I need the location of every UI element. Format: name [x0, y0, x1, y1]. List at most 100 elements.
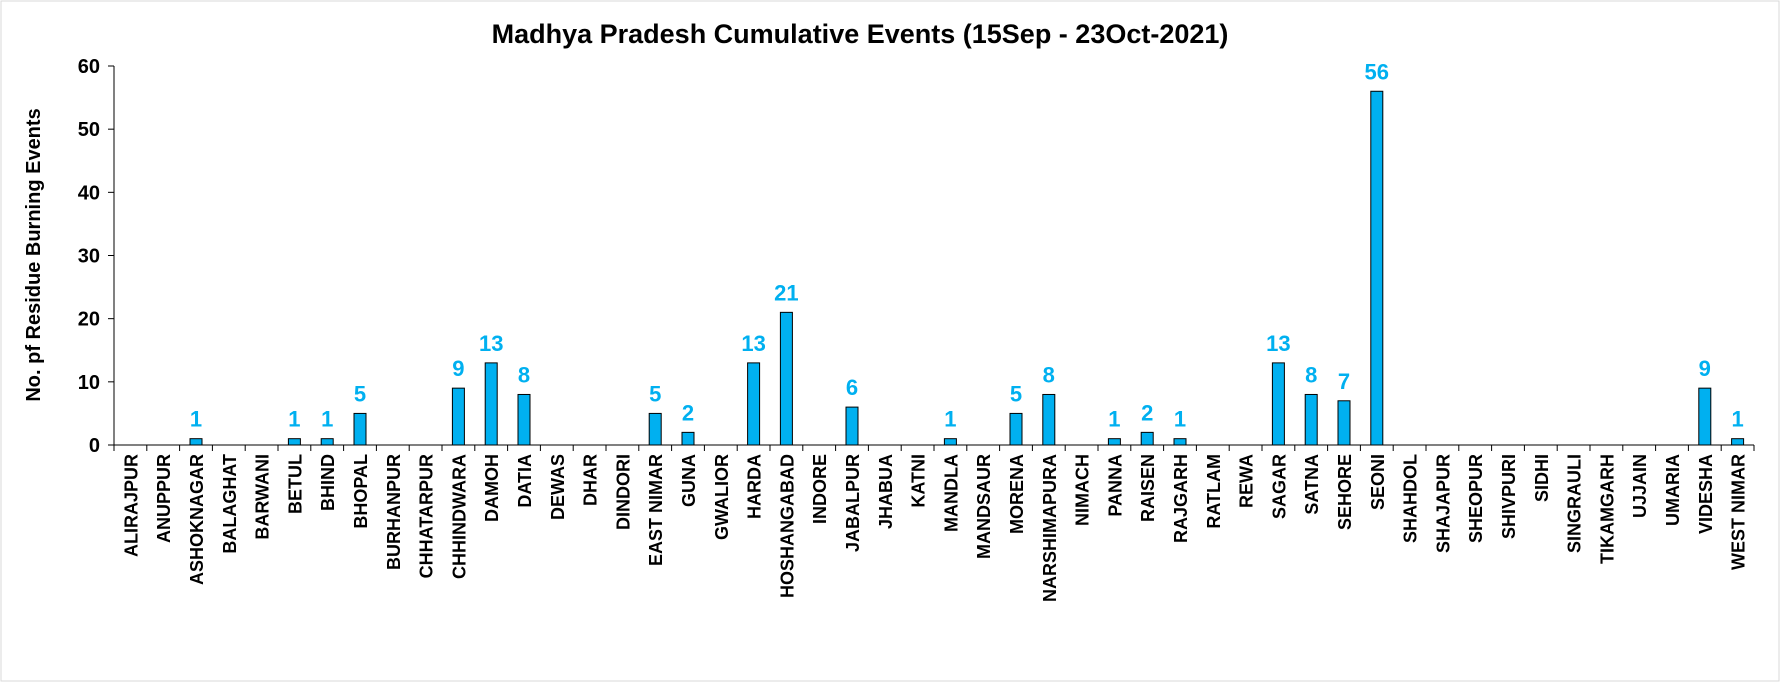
y-tick-label: 40 — [78, 182, 100, 204]
bar — [1698, 387, 1712, 446]
y-tick-label: 10 — [78, 372, 100, 394]
x-tick-label: UMARIA — [1663, 454, 1683, 526]
y-axis-label: No. pf Residue Burning Events — [23, 108, 45, 401]
x-tick-label: WEST NIMAR — [1729, 454, 1749, 570]
x-tick-label: EAST NIMAR — [646, 454, 666, 566]
x-tick-label: DINDORI — [613, 454, 633, 530]
bar — [943, 438, 957, 446]
x-tick-label: SHAJAPUR — [1433, 454, 1453, 553]
bar — [1173, 438, 1187, 446]
x-tick-label: DAMOH — [482, 454, 502, 522]
x-tick-label: HOSHANGABAD — [777, 454, 797, 598]
data-label: 7 — [1338, 369, 1350, 394]
bar — [1042, 393, 1056, 446]
bar — [779, 311, 793, 446]
data-label: 1 — [944, 407, 956, 432]
data-label: 9 — [1699, 356, 1711, 381]
x-tick-label: MORENA — [1007, 454, 1027, 534]
x-tick-label: GWALIOR — [712, 454, 732, 540]
data-label: 1 — [1174, 407, 1186, 432]
x-tick-label: BHOPAL — [351, 454, 371, 529]
x-tick-label: PANNA — [1105, 454, 1125, 517]
x-tick-label: BARWANI — [253, 454, 273, 540]
data-label: 1 — [288, 407, 300, 432]
x-tick-label: RAISEN — [1138, 454, 1158, 522]
x-tick-label: SHAHDOL — [1401, 454, 1421, 543]
bar — [320, 438, 334, 446]
data-label: 13 — [1266, 331, 1290, 356]
data-label: 8 — [518, 362, 530, 387]
x-tick-label: TIKAMGARH — [1597, 454, 1617, 564]
data-label: 1 — [190, 407, 202, 432]
data-label: 56 — [1365, 59, 1389, 84]
bar — [1370, 90, 1384, 446]
data-label: 21 — [774, 280, 798, 305]
bar — [1009, 412, 1023, 446]
x-tick-label: HARDA — [745, 454, 765, 519]
bar — [287, 438, 301, 446]
data-label: 9 — [452, 356, 464, 381]
x-tick-label: CHHINDWARA — [449, 454, 469, 579]
bar — [1731, 438, 1745, 446]
bar — [1140, 431, 1154, 446]
data-label: 8 — [1305, 362, 1317, 387]
bar — [353, 412, 367, 446]
x-tick-label: NIMACH — [1073, 454, 1093, 526]
bar — [451, 387, 465, 446]
x-tick-label: BHIND — [318, 454, 338, 511]
x-tick-label: NARSHIMAPURA — [1040, 454, 1060, 602]
data-label: 13 — [479, 331, 503, 356]
y-tick-label: 50 — [78, 119, 100, 141]
bar — [681, 431, 695, 446]
x-tick-label: SATNA — [1302, 454, 1322, 515]
x-tick-label: CHHATARPUR — [417, 454, 437, 578]
data-label: 1 — [1731, 407, 1743, 432]
x-tick-label: INDORE — [810, 454, 830, 524]
x-tick-label: RAJGARH — [1171, 454, 1191, 543]
x-tick-label: REWA — [1237, 454, 1257, 508]
y-tick-label: 0 — [89, 435, 100, 457]
bar — [517, 393, 531, 446]
data-label: 2 — [1141, 400, 1153, 425]
data-label: 5 — [1010, 381, 1022, 406]
y-tick-label: 30 — [78, 246, 100, 268]
y-tick-label: 60 — [78, 56, 100, 78]
bar — [1337, 400, 1351, 446]
x-tick-label: DEWAS — [548, 454, 568, 520]
bar — [189, 438, 203, 446]
x-tick-label: SEONI — [1368, 454, 1388, 510]
x-tick-label: MANDLA — [941, 454, 961, 532]
bar — [747, 362, 761, 446]
bar — [484, 362, 498, 446]
x-tick-label: ALIRAJPUR — [121, 454, 141, 557]
x-tick-label: KATNI — [909, 454, 929, 508]
x-tick-label: BETUL — [285, 454, 305, 514]
x-tick-label: UJJAIN — [1630, 454, 1650, 518]
bar — [648, 412, 662, 446]
chart-title: Madhya Pradesh Cumulative Events (15Sep … — [492, 19, 1229, 49]
x-tick-label: DATIA — [515, 454, 535, 508]
bar — [845, 406, 859, 446]
x-tick-label: SEHORE — [1335, 454, 1355, 530]
data-label: 5 — [649, 381, 661, 406]
x-tick-label: ANUPPUR — [154, 454, 174, 543]
x-tick-label: MANDSAUR — [974, 454, 994, 559]
x-tick-label: ASHOKNAGAR — [187, 454, 207, 585]
data-label: 2 — [682, 400, 694, 425]
data-label: 1 — [321, 407, 333, 432]
x-tick-label: SAGAR — [1269, 454, 1289, 519]
x-tick-label: JHABUA — [876, 454, 896, 529]
x-tick-label: BALAGHAT — [220, 454, 240, 554]
x-tick-label: JABALPUR — [843, 454, 863, 552]
data-label: 6 — [846, 375, 858, 400]
bar — [1271, 362, 1285, 446]
data-label: 13 — [741, 331, 765, 356]
x-tick-label: SINGRAULI — [1565, 454, 1585, 553]
x-tick-label: GUNA — [679, 454, 699, 507]
data-label: 8 — [1043, 362, 1055, 387]
x-tick-label: DHAR — [581, 454, 601, 506]
x-tick-label: SIDHI — [1532, 454, 1552, 502]
bar — [1304, 393, 1318, 446]
